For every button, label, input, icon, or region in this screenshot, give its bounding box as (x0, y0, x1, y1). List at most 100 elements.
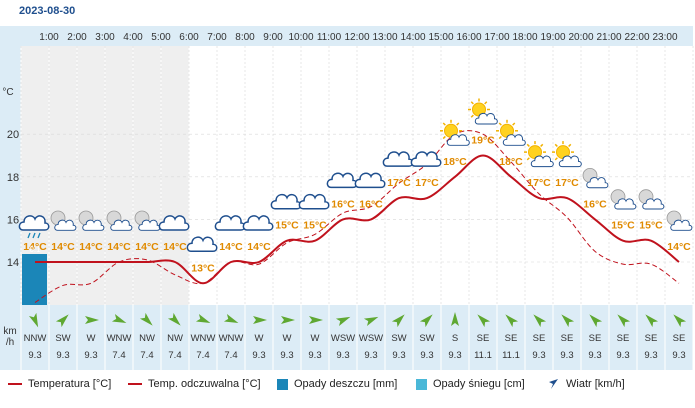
wind-direction-label: WNW (107, 333, 132, 344)
hour-label: 7:00 (207, 32, 227, 43)
cloud-shape (242, 215, 274, 231)
temp-value-label: 14°C (51, 241, 75, 253)
forecast-chart: 14 16 18 20 °C km/h 1:00 2:00 3:00 4:00 5:00 6:00 7:… (0, 26, 694, 370)
wind-direction-label: W (87, 333, 96, 344)
wind-arrow-icon (223, 314, 239, 323)
cloud-shape (326, 172, 358, 189)
wind-arrow-icon (549, 379, 558, 389)
hour-label: 23:00 (652, 32, 677, 43)
forecast-date: 2023-08-30 (19, 5, 76, 17)
wind-arrow-shape (167, 312, 181, 326)
rain-drop (37, 232, 41, 239)
cloud-shape (214, 215, 246, 231)
wind-direction-label: SW (391, 333, 406, 344)
hour-label: 12:00 (344, 32, 369, 43)
wind-arrow-shape (55, 314, 69, 328)
cloud-icon (158, 215, 190, 231)
partly-sunny-icon (468, 98, 498, 125)
hour-label: 22:00 (624, 32, 649, 43)
wind-arrow-shape (451, 312, 459, 326)
sun-ray (442, 122, 446, 126)
legend: Temperatura [°C] Temp. odczuwalna [°C] O… (0, 372, 695, 396)
small-cloud (586, 177, 609, 189)
temperature-line (35, 154, 680, 285)
axis-panel (0, 26, 21, 370)
hour-label: 18:00 (512, 32, 537, 43)
cloud-icon (410, 151, 442, 167)
small-cloud (614, 198, 637, 210)
wind-arrow-icon (28, 312, 39, 328)
legend-rain-swatch (277, 378, 288, 390)
wind-speed-label: 9.3 (616, 350, 629, 361)
wind-arrow-icon (335, 316, 351, 327)
wind-arrow-shape (281, 316, 295, 324)
wind-speed-label: 7.4 (140, 350, 153, 361)
cloud-icon (326, 172, 358, 189)
sun-ray (470, 114, 474, 118)
wind-speed-label: 9.3 (336, 350, 349, 361)
temp-value-label: 18°C (499, 156, 523, 168)
legend-feels-label: Temp. odczuwalna [°C] (148, 378, 261, 390)
hour-label: 20:00 (568, 32, 593, 43)
wind-direction-label: SE (645, 333, 658, 344)
temp-value-label: 19°C (471, 135, 495, 147)
legend-rain-label: Opady deszczu [mm] (294, 378, 398, 390)
hour-label: 9:00 (263, 32, 283, 43)
hour-label: 5:00 (151, 32, 171, 43)
wind-arrow-icon (85, 316, 99, 324)
wind-speed-label: 7.4 (112, 350, 125, 361)
legend-wind: Wiatr [km/h] (548, 378, 625, 390)
hour-label: 4:00 (123, 32, 143, 43)
wind-speed-label: 11.1 (502, 350, 520, 361)
wind-unit-label: /h (6, 337, 14, 348)
wind-speed-label: 9.3 (392, 350, 405, 361)
wind-speed-label: 9.3 (532, 350, 545, 361)
wind-speed-label: 9.3 (280, 350, 293, 361)
hour-label: 16:00 (456, 32, 481, 43)
wind-arrow-icon (363, 316, 379, 327)
hour-label: 10:00 (288, 32, 313, 43)
wind-speed-label: 9.3 (644, 350, 657, 361)
wind-arrow-shape (673, 314, 687, 328)
wind-direction-label: SE (673, 333, 686, 344)
legend-wind-label: Wiatr [km/h] (566, 378, 625, 390)
cloudy-night-icon (638, 189, 665, 210)
wind-speed-label: 9.3 (560, 350, 573, 361)
sun-ray (484, 101, 488, 105)
wind-speed-label: 9.3 (448, 350, 461, 361)
rain-drop (27, 232, 31, 239)
wind-speed-label: 9.3 (308, 350, 321, 361)
wind-arrow-icon (645, 314, 659, 328)
cloud-icon (270, 193, 302, 210)
cloud-shape (410, 151, 442, 167)
legend-rain: Opady deszczu [mm] (277, 378, 397, 390)
wind-speed-label: 7.4 (224, 350, 237, 361)
temp-value-label: 14°C (135, 241, 159, 253)
wind-unit-label: km (3, 326, 16, 337)
temp-value-label: 15°C (639, 220, 663, 232)
temp-value-label: 18°C (443, 156, 467, 168)
wind-direction-label: SE (533, 333, 546, 344)
sun-ray (442, 135, 446, 140)
partly-sunny-icon (496, 119, 526, 146)
legend-snow-label: Opady śniegu [cm] (433, 378, 525, 390)
wind-speed-label: 9.3 (588, 350, 601, 361)
wind-direction-label: WNW (219, 333, 244, 344)
wind-arrow-icon (533, 314, 547, 328)
wind-direction-label: SE (589, 333, 602, 344)
cloudy-night-icon (134, 210, 161, 231)
wind-arrow-shape (309, 316, 323, 324)
legend-feels: Temp. odczuwalna [°C] (128, 378, 261, 390)
y-tick-label: 16 (7, 214, 19, 226)
wind-arrow-shape (645, 314, 659, 328)
wind-arrow-icon (673, 314, 687, 328)
hour-label: 13:00 (372, 32, 397, 43)
wind-direction-label: SE (477, 333, 490, 344)
hour-label: 15:00 (428, 32, 453, 43)
partly-sunny-icon (440, 119, 470, 146)
cloud-icon (214, 215, 246, 231)
temp-value-label: 14°C (667, 241, 691, 253)
wind-arrow-shape (139, 312, 153, 326)
sun-ray (498, 122, 502, 126)
cloudy-night-icon (50, 210, 77, 231)
